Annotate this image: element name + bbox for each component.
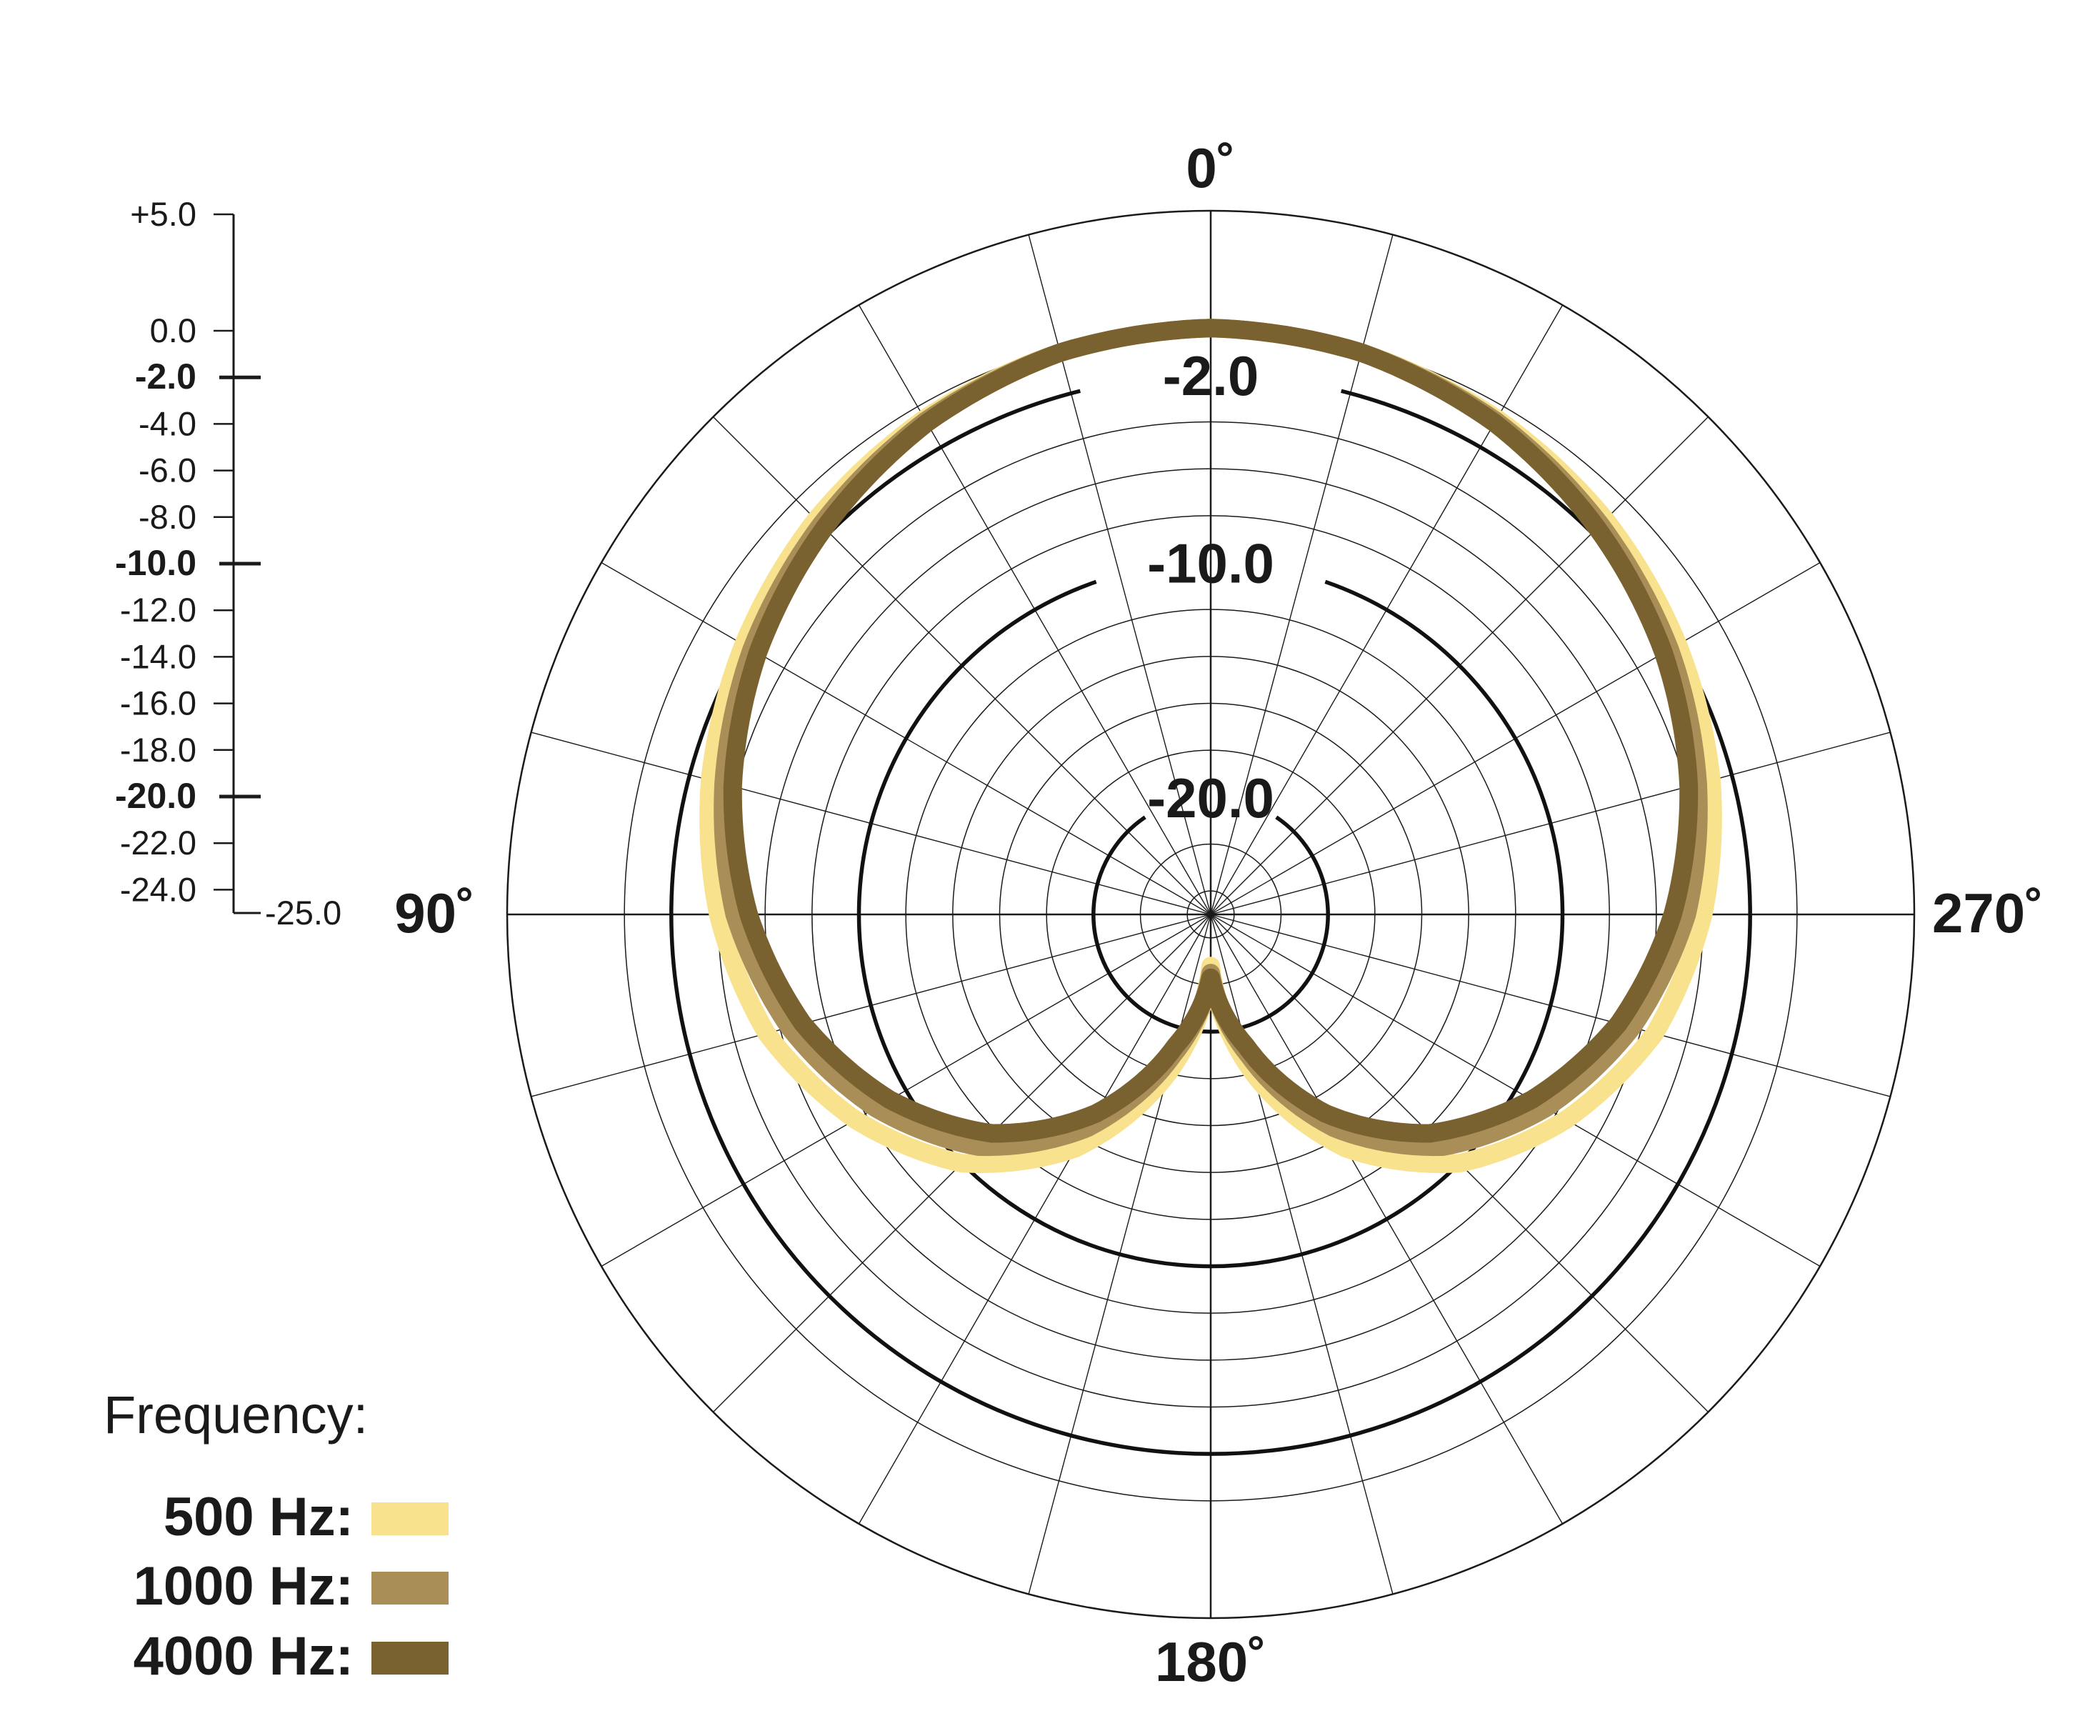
legend-title: Frequency: bbox=[104, 1385, 368, 1445]
legend-swatch bbox=[371, 1502, 449, 1535]
scale-tick-label: -8.0 bbox=[139, 498, 196, 536]
scale-tick-label: -20.0 bbox=[115, 776, 196, 816]
grid-circle bbox=[811, 515, 1610, 1314]
legend-swatch bbox=[371, 1572, 449, 1605]
scale-tick-label: -16.0 bbox=[120, 684, 196, 722]
scale-tick-label: -14.0 bbox=[120, 637, 196, 675]
angle-label-180: 180˚ bbox=[1155, 1630, 1266, 1693]
scale-tick-label: 0.0 bbox=[150, 311, 196, 349]
angle-label-90: 90˚ bbox=[394, 882, 475, 944]
grid-circle bbox=[764, 468, 1657, 1361]
legend-swatch bbox=[371, 1642, 449, 1675]
grid-circle bbox=[999, 702, 1423, 1127]
grid-circle bbox=[952, 656, 1469, 1173]
legend-label: 500 Hz: bbox=[164, 1487, 354, 1547]
grid-circle bbox=[1046, 749, 1376, 1079]
scale-tick-label: -18.0 bbox=[120, 731, 196, 769]
legend-label: 4000 Hz: bbox=[134, 1626, 354, 1687]
grid-circle-major bbox=[856, 579, 1565, 1269]
grid-circle-major bbox=[1091, 815, 1330, 1034]
grid-circle bbox=[905, 609, 1516, 1220]
db-scale: +5.0 0.0 -2.0 -4.0 -6.0 -8.0 -10.0 -12.0 -14.0 -1… bbox=[115, 195, 341, 932]
series-curve-4000hz bbox=[723, 319, 1699, 1143]
scale-tick-label: -10.0 bbox=[115, 543, 196, 583]
scale-tick-label: -4.0 bbox=[139, 404, 196, 442]
grid-circle bbox=[1186, 890, 1235, 939]
scale-tick-label: -12.0 bbox=[120, 591, 196, 629]
scale-tick-label: -2.0 bbox=[135, 356, 196, 396]
scale-tick-label: -24.0 bbox=[120, 870, 196, 908]
scale-tick-label: -6.0 bbox=[139, 452, 196, 489]
scale-tick-label: +5.0 bbox=[130, 195, 196, 233]
legend-label: 1000 Hz: bbox=[134, 1556, 354, 1617]
legend: Frequency: 500 Hz: 1000 Hz: 4000 Hz: bbox=[104, 1385, 449, 1687]
polar-labels: 0˚ 90˚ 180˚ 270˚ -2.0 -10.0 -20.0 bbox=[394, 136, 2044, 1693]
scale-bottom-label: -25.0 bbox=[265, 894, 341, 932]
angle-label-0: 0˚ bbox=[1186, 136, 1235, 199]
series-curves bbox=[699, 319, 1722, 1173]
grid-circle-major bbox=[669, 389, 1752, 1456]
ring-label: -20.0 bbox=[1147, 767, 1274, 829]
ring-label: -2.0 bbox=[1163, 344, 1259, 407]
angle-label-270: 270˚ bbox=[1932, 882, 2044, 944]
ring-label: -10.0 bbox=[1147, 532, 1274, 595]
scale-tick-label: -22.0 bbox=[120, 824, 196, 862]
